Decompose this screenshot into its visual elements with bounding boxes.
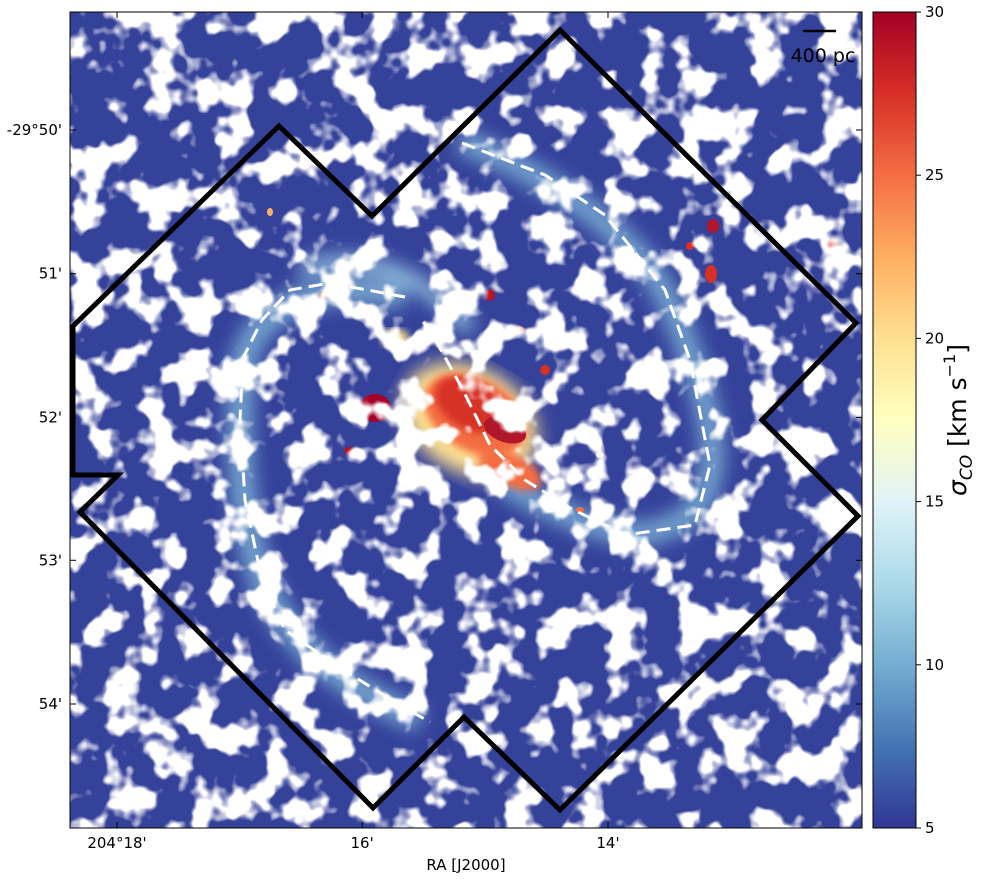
masked-regions — [70, 12, 862, 828]
x-tick-label: 16' — [351, 834, 374, 852]
y-tick-label: 51' — [39, 265, 62, 283]
dispersion-map — [70, 12, 862, 828]
spiral-arm-traces — [238, 141, 712, 724]
axes-frame — [69, 11, 863, 829]
colorbar-tick-label: 5 — [925, 819, 935, 837]
colorbar-tick-label: 30 — [925, 3, 944, 21]
colorbar-tick-label: 15 — [925, 493, 944, 511]
colorbar-tick-label: 10 — [925, 656, 944, 674]
x-ticks: 204°18' 16' 14' — [87, 12, 620, 852]
spiral-arm-east — [418, 141, 712, 537]
x-axis-label: RA [J2000] — [426, 856, 505, 874]
colorbar: 5 10 15 20 25 30 σCO [km s−1] — [872, 3, 977, 837]
x-tick-label: 14' — [596, 834, 619, 852]
spiral-arm-west — [238, 281, 431, 724]
scale-bar: 400 pc — [791, 29, 856, 67]
colorbar-gradient — [872, 11, 917, 829]
y-tick-label: -29°50' — [7, 121, 62, 139]
survey-footprint — [70, 26, 862, 814]
x-tick-label: 204°18' — [87, 834, 146, 852]
y-ticks: -29°50' 51' 52' 53' 54' — [7, 121, 862, 713]
colorbar-tick-label: 25 — [925, 166, 944, 184]
colorbar-label: σCO [km s−1] — [940, 344, 977, 496]
y-tick-label: 54' — [39, 695, 62, 713]
scale-bar-label: 400 pc — [791, 45, 856, 67]
colorbar-ticks: 5 10 15 20 25 30 — [916, 3, 944, 837]
colorbar-tick-label: 20 — [925, 329, 944, 347]
y-tick-label: 53' — [39, 551, 62, 569]
y-tick-label: 52' — [39, 408, 62, 426]
